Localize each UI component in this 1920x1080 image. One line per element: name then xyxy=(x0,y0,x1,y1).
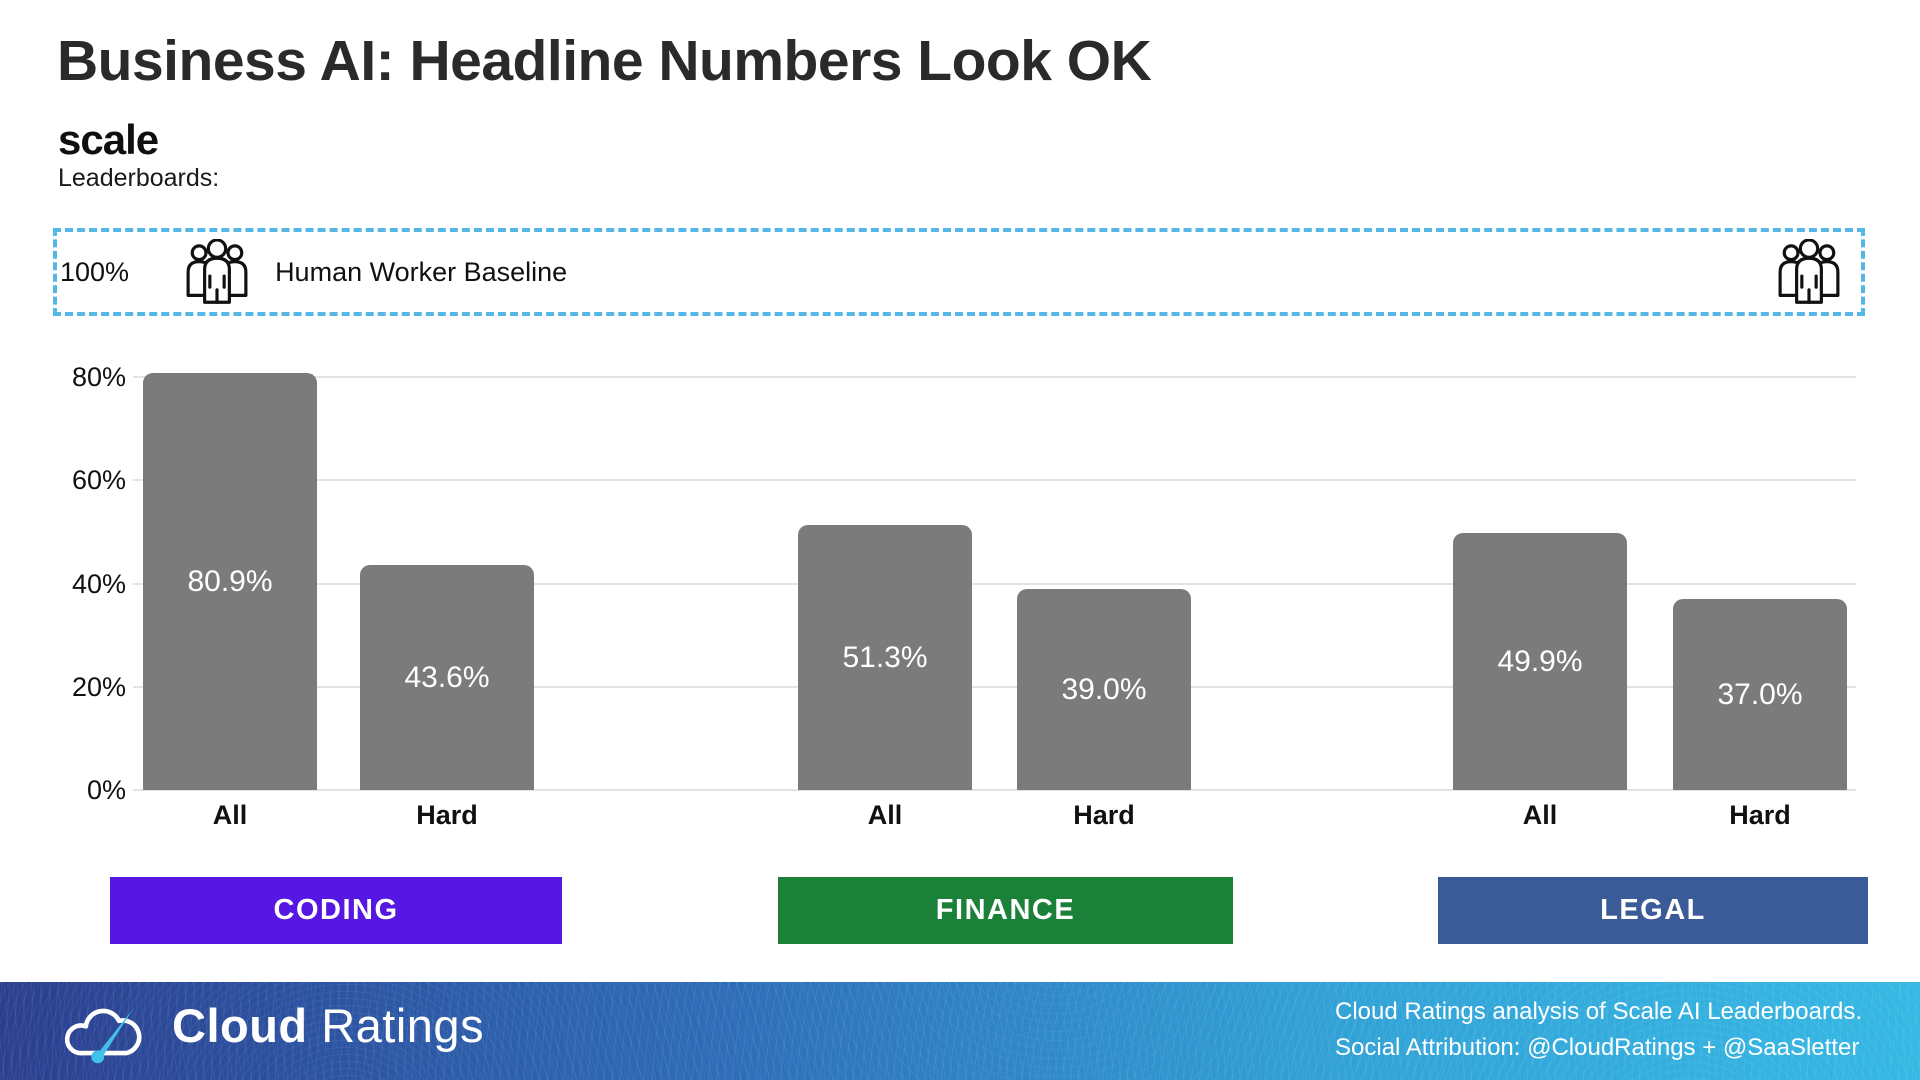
cloud-ratings-logo-icon xyxy=(64,1007,142,1064)
bar-value-label: 37.0% xyxy=(1717,677,1803,711)
scale-leaderboards-label: Leaderboards: xyxy=(58,164,220,192)
x-axis-tick-label: Hard xyxy=(416,800,478,830)
cloud-ratings-wordmark: Cloud Ratings xyxy=(172,998,484,1053)
bar-value-label: 80.9% xyxy=(187,564,273,598)
attribution-text: Cloud Ratings analysis of Scale AI Leade… xyxy=(1335,994,1862,1066)
page-title: Business AI: Headline Numbers Look OK xyxy=(57,29,1152,93)
y-axis-tick-label: 0% xyxy=(86,775,126,805)
y-axis-tick-label: 60% xyxy=(71,465,126,496)
gridline-20 xyxy=(133,685,1856,688)
x-axis-tick-label: Hard xyxy=(1073,800,1135,830)
human-worker-baseline-box: 100% Human Worker Baseline xyxy=(53,228,1865,316)
bar-coding-hard: 43.6% xyxy=(360,565,534,790)
bar-legal-all: 49.9% xyxy=(1453,533,1627,790)
bar-value-label: 43.6% xyxy=(404,660,490,694)
gridline-40 xyxy=(133,582,1856,585)
bar-value-label: 39.0% xyxy=(1061,672,1147,706)
gridline-80 xyxy=(133,376,1856,379)
y-axis-tick-label: 80% xyxy=(71,362,126,393)
scale-logo: scale xyxy=(58,116,159,163)
bar-coding-all: 80.9% xyxy=(143,373,317,790)
group-ribbon-finance: FINANCE xyxy=(778,877,1233,944)
attribution-line-2: Social Attribution: @CloudRatings + @Saa… xyxy=(1335,1034,1860,1061)
attribution-line-1: Cloud Ratings analysis of Scale AI Leade… xyxy=(1335,998,1862,1025)
group-ribbon-legal: LEGAL xyxy=(1438,877,1868,944)
baseline-text-label: Human Worker Baseline xyxy=(275,256,568,287)
brand-ratings: Ratings xyxy=(321,999,485,1052)
x-axis-tick-label: Hard xyxy=(1729,800,1791,830)
footer-banner: Cloud Ratings Cloud Ratings analysis of … xyxy=(0,982,1920,1080)
bar-legal-hard: 37.0% xyxy=(1673,599,1847,790)
bar-finance-all: 51.3% xyxy=(798,525,972,790)
group-ribbon-coding: CODING xyxy=(110,877,562,944)
y-axis-tick-label: 20% xyxy=(71,671,126,702)
people-group-icon xyxy=(1778,239,1840,304)
bar-value-label: 51.3% xyxy=(842,640,928,674)
x-axis-tick-label: All xyxy=(1522,800,1558,830)
x-axis-tick-label: All xyxy=(212,800,248,830)
bar-value-label: 49.9% xyxy=(1497,644,1583,678)
x-axis-tick-label: All xyxy=(867,800,903,830)
gridline-0 xyxy=(133,789,1856,791)
bar-finance-hard: 39.0% xyxy=(1017,589,1191,790)
brand-cloud: Cloud xyxy=(172,999,308,1052)
y-axis-tick-label: 40% xyxy=(71,568,126,599)
gridline-60 xyxy=(133,479,1856,482)
people-group-icon xyxy=(186,239,248,304)
baseline-100pct-label: 100% xyxy=(60,256,130,287)
